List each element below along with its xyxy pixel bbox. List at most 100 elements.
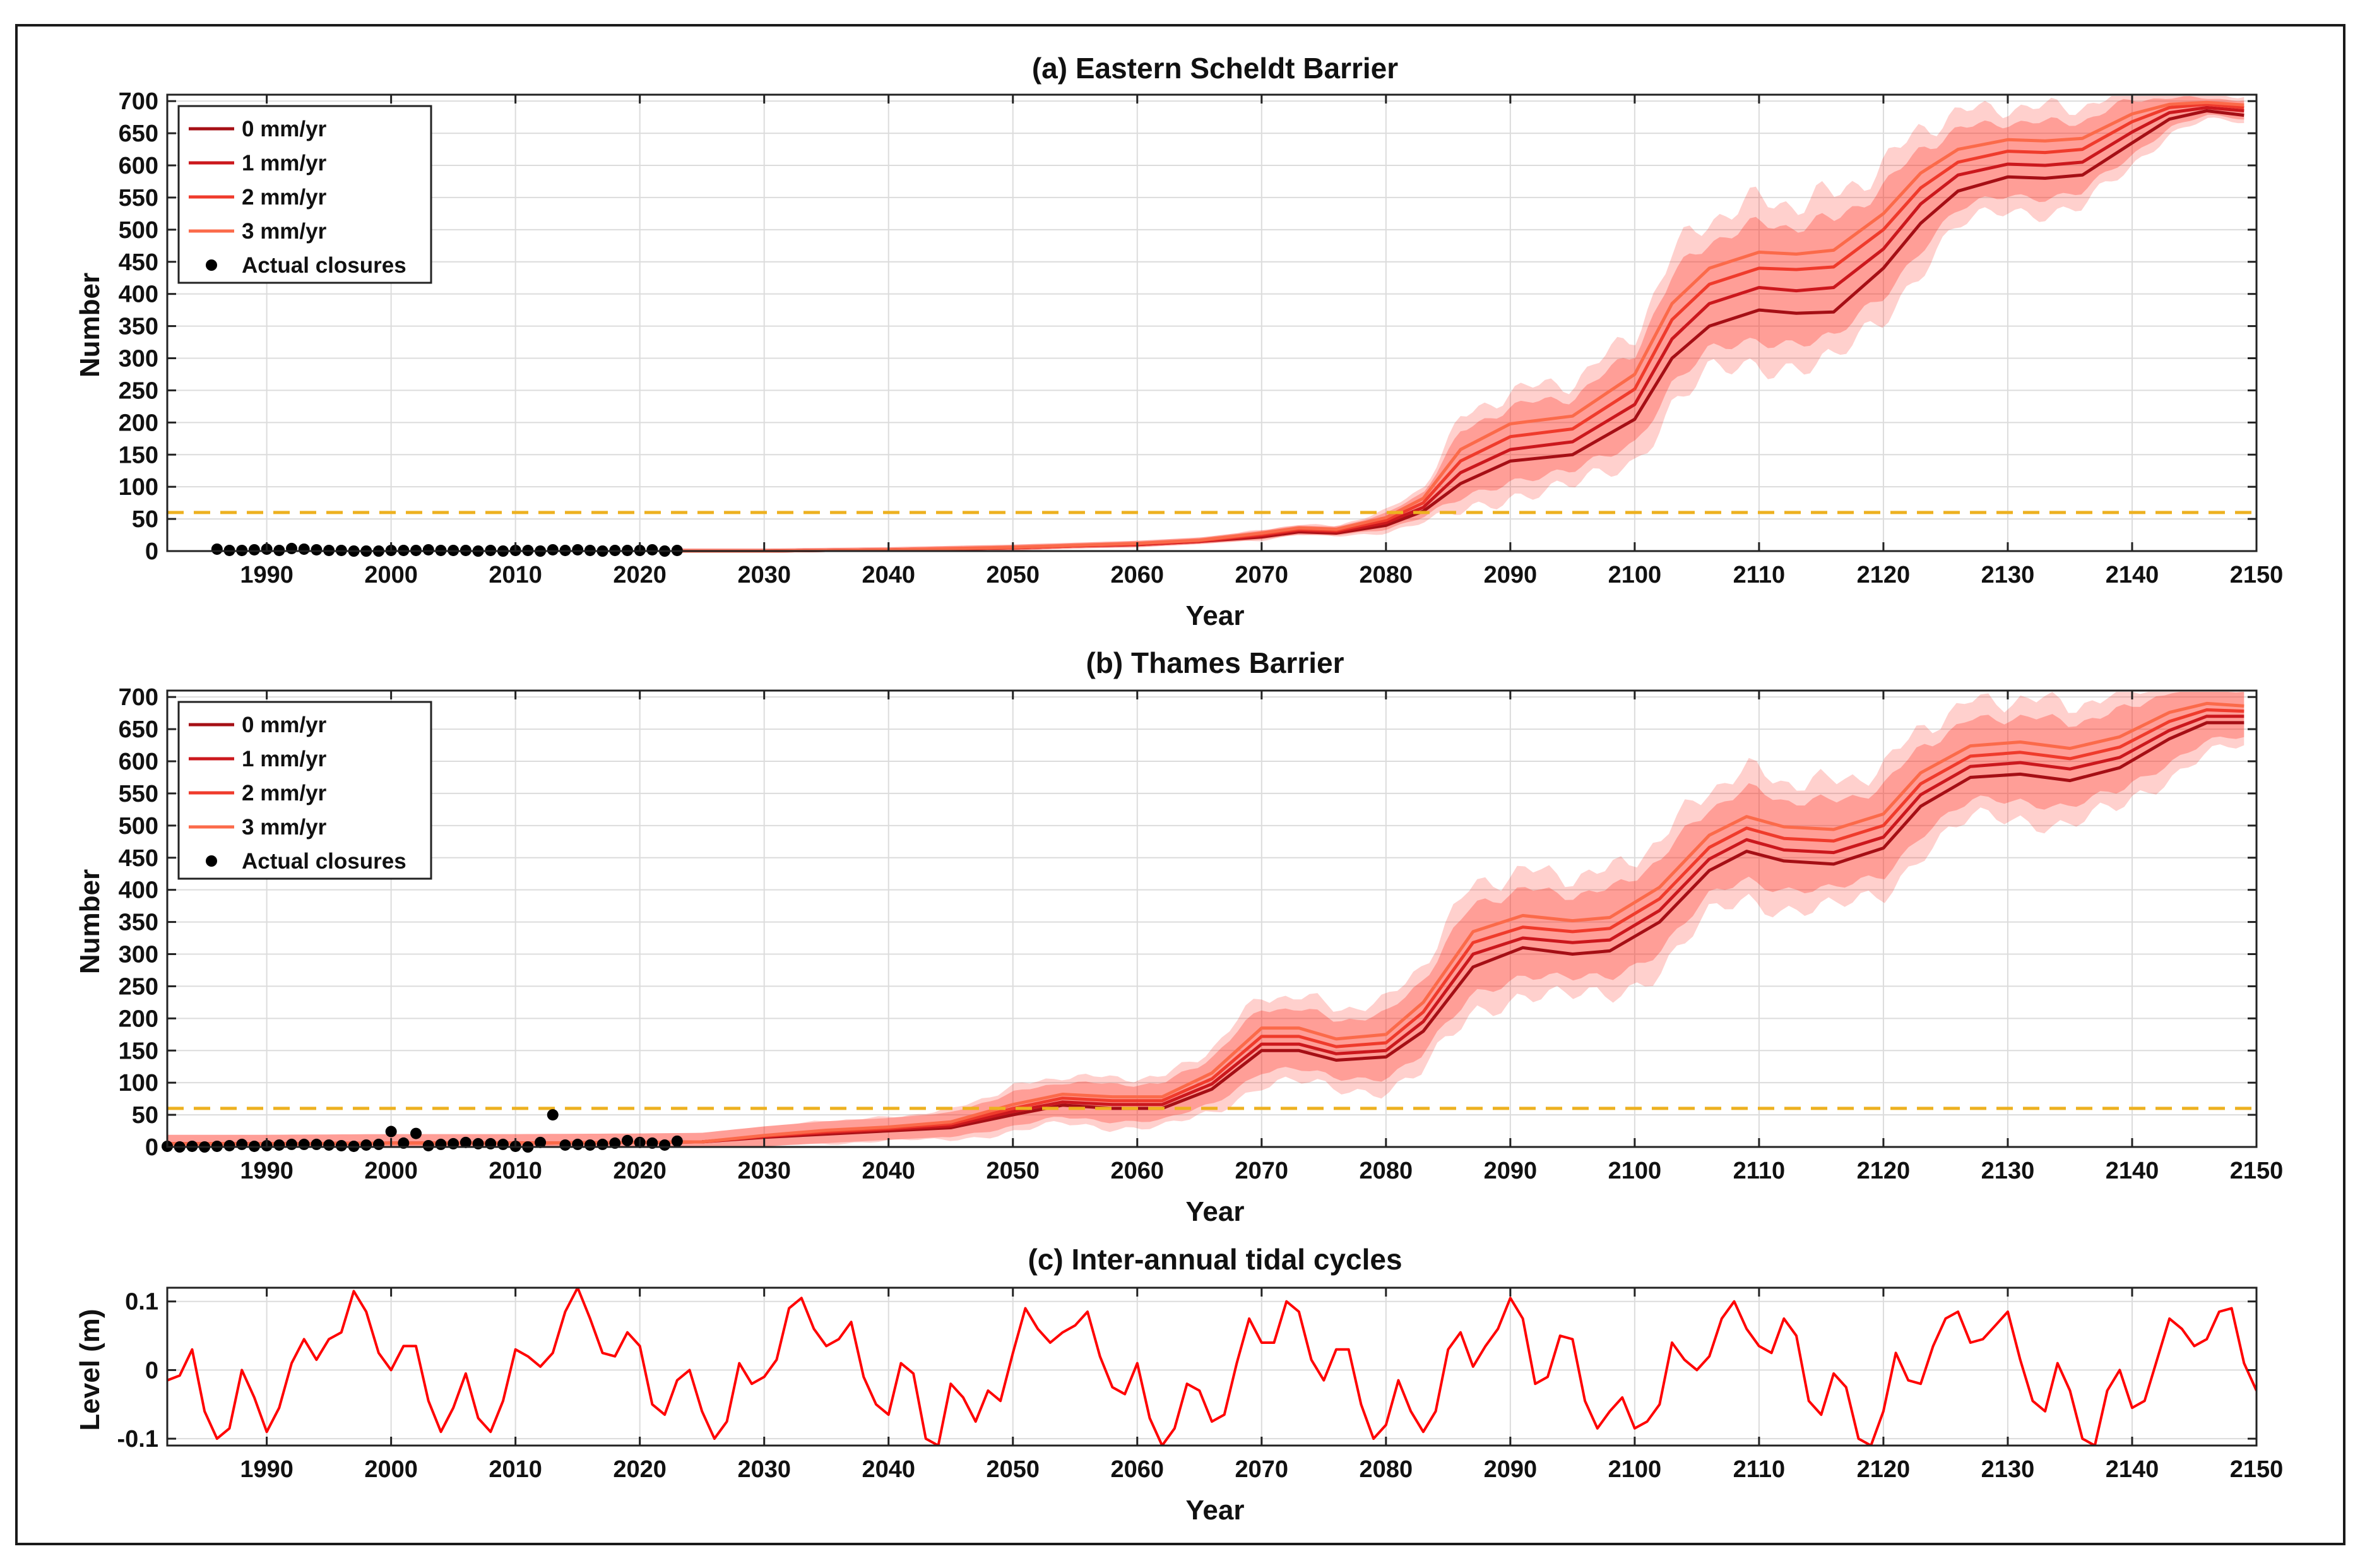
c-x-tick-label: 2090 <box>1484 1456 1538 1483</box>
b-y-tick-label: 500 <box>119 813 158 840</box>
b-actual-closure-point <box>410 1127 422 1139</box>
b-y-tick-label: 550 <box>119 781 158 807</box>
c-x-tick-label: 2100 <box>1608 1456 1662 1483</box>
a-x-tick-label: 2030 <box>737 562 791 588</box>
b-actual-closure-point <box>398 1137 410 1149</box>
b-y-tick-label: 600 <box>119 749 158 775</box>
figure-frame <box>15 24 2345 1545</box>
a-actual-closure-point <box>298 543 310 555</box>
b-x-tick-label: 2120 <box>1857 1158 1911 1184</box>
a-y-tick-label: 150 <box>119 442 158 468</box>
b-actual-closure-point <box>460 1136 471 1148</box>
a-y-tick-label: 500 <box>119 217 158 244</box>
b-actual-closure-point <box>497 1138 509 1150</box>
c-x-tick-label: 2000 <box>364 1456 418 1483</box>
a-y-tick-label: 550 <box>119 185 158 211</box>
c-x-tick-label: 1990 <box>240 1456 294 1483</box>
b-actual-closure-point <box>372 1138 384 1150</box>
b-actual-closure-point <box>311 1138 323 1150</box>
a-x-tick-label: 2000 <box>364 562 418 588</box>
a-uncertainty-bands <box>677 96 2244 552</box>
panel-c-title: (c) Inter-annual tidal cycles <box>1028 1243 1402 1276</box>
b-x-tick-label: 2040 <box>862 1158 915 1184</box>
b-actual-closure-point <box>535 1136 547 1148</box>
a-y-tick-label: 450 <box>119 249 158 276</box>
b-x-tick-label: 2090 <box>1484 1158 1538 1184</box>
b-y-tick-label: 150 <box>119 1038 158 1064</box>
b-x-tick-label: 2020 <box>613 1158 667 1184</box>
a-y-tick-label: 200 <box>119 410 158 436</box>
b-legend-label: 2 mm/yr <box>242 781 327 805</box>
b-x-tick-label: 2070 <box>1235 1158 1289 1184</box>
b-grid <box>167 691 2257 1148</box>
b-legend-label: 3 mm/yr <box>242 815 327 840</box>
b-actual-closure-point <box>335 1139 347 1151</box>
b-x-tick-label: 2000 <box>364 1158 418 1184</box>
b-actual-closure-point <box>671 1135 683 1147</box>
c-y-tick-label: 0 <box>145 1357 158 1384</box>
panel-b-title: (b) Thames Barrier <box>1086 646 1344 679</box>
a-x-tick-label: 2090 <box>1484 562 1538 588</box>
a-x-tick-label: 2120 <box>1857 562 1911 588</box>
b-actual-closure-point <box>223 1139 235 1151</box>
b-y-tick-label: 50 <box>132 1102 158 1129</box>
b-legend-box <box>177 701 432 880</box>
panel-a-title: (a) Eastern Scheldt Barrier <box>1032 52 1398 85</box>
b-actual-closure-point <box>323 1139 335 1151</box>
panel-c-tidal-cycles: (c) Inter-annual tidal cycles Year Level… <box>74 1243 2283 1526</box>
c-x-tick-label: 2010 <box>489 1456 542 1483</box>
panel-b-thames: (b) Thames Barrier Year Number 1990 2000 2… <box>74 646 2283 1227</box>
b-x-tick-label: 2060 <box>1111 1158 1165 1184</box>
b-actual-closure-point <box>646 1137 658 1149</box>
a-x-tick-label: 2130 <box>1981 562 2035 588</box>
c-x-tick-label: 2150 <box>2230 1456 2284 1483</box>
a-legend: 0 mm/yr 1 mm/yr 2 mm/yr 3 mm/yr Actual closu… <box>177 105 432 284</box>
c-x-tick-label: 2070 <box>1235 1456 1289 1483</box>
a-actual-closure-point <box>547 543 559 555</box>
b-y-tick-label: 250 <box>119 973 158 1000</box>
b-x-tick-label: 2130 <box>1981 1158 2035 1184</box>
b-actual-closure-point <box>584 1139 596 1151</box>
a-legend-label: 1 mm/yr <box>242 151 327 175</box>
a-x-tick-label: 2070 <box>1235 562 1289 588</box>
a-legend-label: 3 mm/yr <box>242 219 327 244</box>
b-x-tick-label: 2100 <box>1608 1158 1662 1184</box>
b-x-tick-label: 2150 <box>2230 1158 2284 1184</box>
b-x-tick-label: 1990 <box>240 1158 294 1184</box>
a-axes-box <box>166 93 2258 552</box>
a-y-tick-label: 300 <box>119 346 158 372</box>
a-x-tick-label: 1990 <box>240 562 294 588</box>
b-series-line-3-mm-yr <box>167 701 2244 1146</box>
b-y-tick-label: 200 <box>119 1006 158 1032</box>
c-x-tick-label: 2040 <box>862 1456 915 1483</box>
a-actual-closure-point <box>311 543 323 555</box>
a-legend-label: Actual closures <box>242 253 406 278</box>
panel-a-y-axis-label: Number <box>74 273 105 377</box>
b-envelope-band <box>167 692 2244 1147</box>
b-y-tick-label: 650 <box>119 716 158 743</box>
a-legend-label: 2 mm/yr <box>242 185 327 210</box>
a-actual-closure-point <box>646 543 658 555</box>
b-x-tick-label: 2080 <box>1360 1158 1413 1184</box>
a-actual-closure-point <box>248 543 260 555</box>
a-y-tick-label: 0 <box>145 538 158 565</box>
b-legend-label: Actual closures <box>242 849 406 874</box>
b-x-tick-label: 2030 <box>737 1158 791 1184</box>
b-actual-closure-point <box>360 1139 372 1151</box>
a-x-tick-label: 2110 <box>1733 562 1785 588</box>
a-y-tick-label: 400 <box>119 282 158 308</box>
a-x-tick-label: 2020 <box>613 562 667 588</box>
panel-c-y-axis-label: Level (m) <box>74 1309 105 1430</box>
b-y-tick-label: 100 <box>119 1070 158 1096</box>
panel-b-y-axis-label: Number <box>74 869 105 974</box>
c-x-tick-label: 2080 <box>1360 1456 1413 1483</box>
b-actual-closure-point <box>236 1138 248 1150</box>
a-legend-box <box>177 105 432 284</box>
b-actual-closure-point <box>572 1138 584 1150</box>
a-x-tick-label: 2060 <box>1111 562 1165 588</box>
a-x-tick-label: 2150 <box>2230 562 2284 588</box>
b-axes-box <box>166 689 2258 1148</box>
b-y-tick-label: 450 <box>119 845 158 872</box>
b-actual-closure-point <box>547 1109 559 1121</box>
